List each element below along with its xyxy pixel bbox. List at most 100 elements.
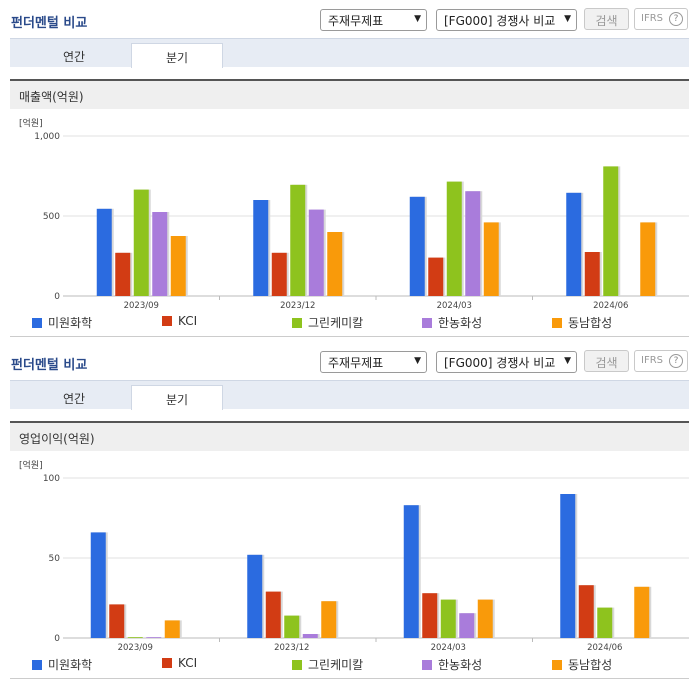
ifrs-label: IFRS	[641, 13, 663, 24]
bar-3	[127, 637, 143, 638]
legend-label: 미원화학	[48, 658, 93, 672]
legend-item: KCI	[162, 314, 197, 328]
chevron-down-icon: ▼	[414, 14, 421, 24]
legend-item: 미원화학	[32, 314, 92, 331]
peer-group-select[interactable]: [FG000] 경쟁사 비교 ▼	[436, 9, 577, 31]
tab-quarterly[interactable]: 분기	[131, 43, 223, 68]
peer-group-select[interactable]: [FG000] 경쟁사 비교 ▼	[436, 351, 577, 373]
legend-item: 그린케미칼	[292, 314, 363, 331]
divider	[10, 336, 689, 337]
section-title: 매출액(억원)	[10, 79, 689, 109]
legend-item: 한농화성	[422, 656, 482, 673]
bar-1	[247, 554, 263, 638]
y-tick-label: 50	[49, 554, 61, 564]
bar-2	[271, 252, 287, 296]
y-tick-label: 0	[54, 634, 60, 644]
operating-profit-chart: [억원] 0 50 100 2023/09 2023/12 2024/03 2024/06 미…	[10, 454, 689, 680]
bar-5	[640, 222, 656, 296]
bar-5	[327, 232, 343, 296]
legend-swatch	[552, 660, 562, 670]
legend-swatch	[162, 316, 172, 326]
peer-group-value: [FG000] 경쟁사 비교	[444, 356, 556, 370]
fundamental-panel-operating-profit: 펀더멘털 비교 주재무제표 ▼ [FG000] 경쟁사 비교 ▼ 검색 IFRS…	[0, 342, 696, 679]
help-icon[interactable]: ?	[669, 12, 683, 26]
statement-type-value: 주재무제표	[328, 14, 384, 28]
chart-legend: 미원화학 KCI 그린케미칼 한농화성 동남합성	[10, 312, 689, 332]
unit-label: [억원]	[19, 117, 43, 129]
bar-4	[146, 637, 162, 638]
ifrs-button[interactable]: IFRS ?	[634, 8, 688, 30]
bar-2	[428, 257, 444, 296]
peer-group-value: [FG000] 경쟁사 비교	[444, 14, 556, 28]
fundamental-panel-sales: 펀더멘털 비교 주재무제표 ▼ [FG000] 경쟁사 비교 ▼ 검색 IFRS…	[0, 0, 696, 337]
bar-4	[152, 212, 168, 296]
period-tabs: 연간 분기	[10, 38, 689, 68]
legend-item: 그린케미칼	[292, 656, 363, 673]
bar-1	[90, 532, 106, 638]
legend-swatch	[162, 658, 172, 668]
help-icon[interactable]: ?	[669, 354, 683, 368]
bar-5	[483, 222, 499, 296]
legend-label: 한농화성	[438, 658, 483, 672]
chevron-down-icon: ▼	[564, 356, 571, 366]
ifrs-label: IFRS	[641, 355, 663, 366]
legend-swatch	[422, 318, 432, 328]
statement-type-select[interactable]: 주재무제표 ▼	[320, 9, 427, 31]
bar-1	[253, 200, 269, 296]
bar-3	[284, 615, 300, 638]
bar-2	[578, 585, 594, 638]
legend-swatch	[32, 660, 42, 670]
panel-title: 펀더멘털 비교	[11, 16, 88, 31]
legend-label: 그린케미칼	[308, 658, 364, 672]
bar-2	[109, 604, 125, 638]
bar-1	[566, 192, 582, 296]
x-tick-label: 2024/03	[431, 643, 466, 653]
legend-item: 한농화성	[422, 314, 482, 331]
statement-type-select[interactable]: 주재무제표 ▼	[320, 351, 427, 373]
bar-1	[96, 208, 112, 296]
y-tick-label: 100	[43, 474, 60, 484]
tab-annual[interactable]: 연간	[62, 50, 86, 64]
period-tabs: 연간 분기	[10, 380, 689, 410]
divider	[10, 678, 689, 679]
legend-label: KCI	[178, 656, 198, 670]
legend-item: 동남합성	[552, 656, 612, 673]
bar-4	[302, 634, 318, 638]
ifrs-button[interactable]: IFRS ?	[634, 350, 688, 372]
legend-item: KCI	[162, 656, 197, 670]
search-button[interactable]: 검색	[584, 8, 629, 30]
bar-3	[133, 189, 149, 296]
bar-2	[422, 593, 438, 638]
legend-swatch	[32, 318, 42, 328]
x-tick-label: 2023/12	[274, 643, 309, 653]
bar-2	[265, 591, 281, 638]
tab-annual[interactable]: 연간	[62, 392, 86, 406]
bar-3	[440, 599, 456, 638]
statement-type-value: 주재무제표	[328, 356, 384, 370]
search-button[interactable]: 검색	[584, 350, 629, 372]
bar-3	[446, 181, 462, 296]
legend-label: 그린케미칼	[308, 316, 364, 330]
y-tick-label: 0	[54, 292, 60, 302]
bar-1	[409, 196, 425, 296]
bar-3	[597, 607, 613, 638]
legend-label: 미원화학	[48, 316, 93, 330]
legend-item: 미원화학	[32, 656, 92, 673]
bar-2	[115, 252, 131, 296]
legend-swatch	[552, 318, 562, 328]
bar-4	[308, 209, 324, 296]
legend-label: 동남합성	[568, 316, 613, 330]
chevron-down-icon: ▼	[564, 14, 571, 24]
bar-3	[603, 166, 619, 296]
bar-5	[321, 601, 337, 638]
chevron-down-icon: ▼	[414, 356, 421, 366]
bar-1	[403, 505, 419, 638]
tab-quarterly[interactable]: 분기	[131, 385, 223, 410]
panel-title: 펀더멘털 비교	[11, 358, 88, 373]
x-tick-label: 2024/06	[593, 301, 628, 311]
legend-label: KCI	[178, 314, 198, 328]
y-tick-label: 500	[43, 212, 60, 222]
bar-5	[634, 586, 650, 638]
unit-label: [억원]	[19, 459, 43, 471]
chart-legend: 미원화학 KCI 그린케미칼 한농화성 동남합성	[10, 654, 689, 674]
